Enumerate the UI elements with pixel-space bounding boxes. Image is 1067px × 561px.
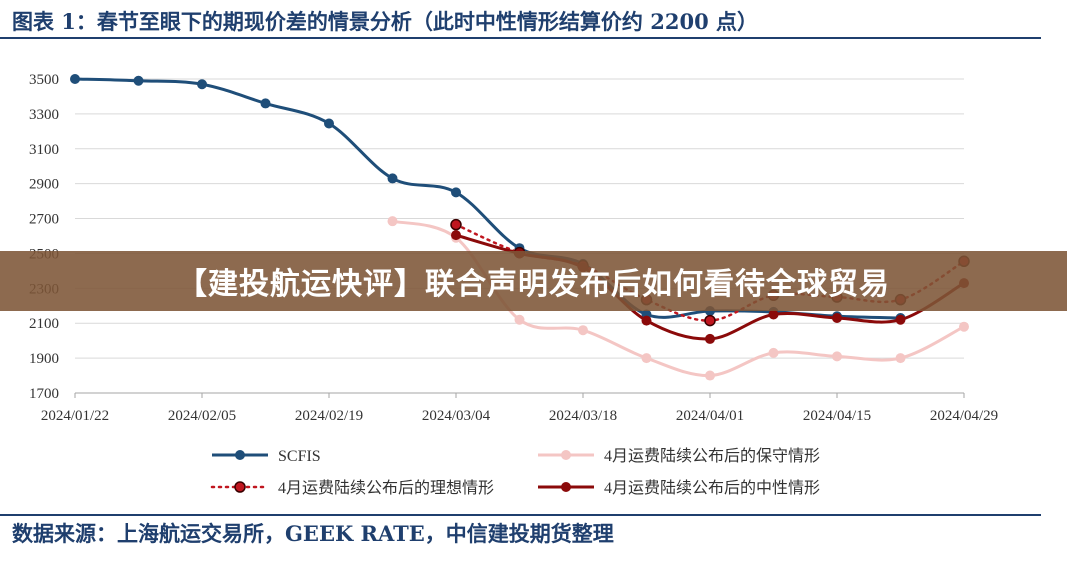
data-point (70, 74, 80, 84)
data-point (768, 309, 779, 320)
data-point (387, 173, 398, 184)
data-point (895, 314, 906, 325)
legend-label: 4月运费陆续公布后的保守情形 (604, 447, 820, 465)
news-banner[interactable]: 【建投航运快评】联合声明发布后如何看待全球贸易 (0, 251, 1067, 311)
x-tick-label: 2024/02/05 (168, 408, 236, 424)
y-tick-label: 3100 (29, 142, 59, 158)
data-point (895, 353, 906, 364)
data-point (260, 98, 271, 109)
legend-marker (234, 481, 246, 493)
data-point (768, 347, 779, 358)
data-point (832, 312, 842, 323)
data-source: 数据来源：上海航运交易所，GEEK RATE，中信建投期货整理 (12, 521, 614, 546)
legend-item-1: 4月运费陆续公布后的保守情形 (538, 447, 820, 465)
data-point (705, 333, 715, 344)
legend-marker (235, 450, 245, 460)
data-point (451, 187, 461, 198)
data-point (514, 314, 525, 325)
y-tick-label: 2100 (29, 316, 59, 332)
x-tick-label: 2024/02/19 (295, 408, 363, 424)
legend-label: SCFIS (278, 448, 321, 465)
series-layer (70, 74, 970, 381)
legend-item-0: SCFIS (212, 448, 321, 465)
line-chart: 1700190021002300250027002900310033003500… (29, 72, 998, 497)
y-tick-label: 2700 (29, 212, 59, 228)
data-point (387, 216, 398, 227)
legend-marker (561, 482, 571, 492)
x-tick-label: 2024/04/01 (676, 408, 744, 424)
data-point (133, 75, 144, 86)
data-point (324, 118, 334, 129)
data-point (704, 314, 716, 327)
data-point (641, 353, 652, 364)
banner-text: 【建投航运快评】联合声明发布后如何看待全球贸易 (177, 267, 890, 302)
x-tick-label: 2024/03/04 (422, 408, 491, 424)
grid-lines (75, 78, 964, 394)
legend-item-2: 4月运费陆续公布后的理想情形 (210, 479, 494, 497)
data-point (705, 370, 715, 381)
y-tick-label: 3300 (29, 107, 59, 123)
data-point (832, 351, 842, 362)
x-tick-label: 2024/01/22 (41, 408, 109, 424)
data-point (450, 218, 462, 231)
series-line (74, 77, 901, 320)
data-point (641, 315, 652, 326)
data-point (197, 79, 207, 90)
data-point (959, 321, 969, 332)
x-axis: 2024/01/22 2024/02/05 2024/02/19 2024/03/04… (41, 392, 998, 424)
legend: SCFIS 4月运费陆续公布后的保守情形 4月运费陆续公布后的理想情形 4月运费陆续公… (210, 447, 820, 497)
x-tick-label: 2024/04/15 (803, 408, 871, 424)
data-point (578, 325, 588, 336)
y-tick-label: 1700 (29, 386, 59, 402)
x-tick-label: 2024/03/18 (549, 408, 617, 424)
x-tick-label: 2024/04/29 (930, 408, 998, 424)
y-tick-label: 3500 (29, 72, 59, 88)
legend-label: 4月运费陆续公布后的理想情形 (278, 479, 494, 497)
data-point (451, 230, 461, 241)
legend-label: 4月运费陆续公布后的中性情形 (604, 479, 820, 497)
title-divider (0, 37, 1041, 39)
legend-marker (561, 450, 571, 460)
legend-item-3: 4月运费陆续公布后的中性情形 (538, 479, 820, 497)
y-axis: 1700190021002300250027002900310033003500 (29, 72, 59, 402)
y-tick-label: 1900 (29, 351, 59, 367)
y-tick-label: 2900 (29, 177, 59, 193)
chart-title: 图表 1：春节至眼下的期现价差的情景分析（此时中性情形结算价约 2200 点） (12, 9, 758, 34)
source-divider (0, 514, 1041, 516)
